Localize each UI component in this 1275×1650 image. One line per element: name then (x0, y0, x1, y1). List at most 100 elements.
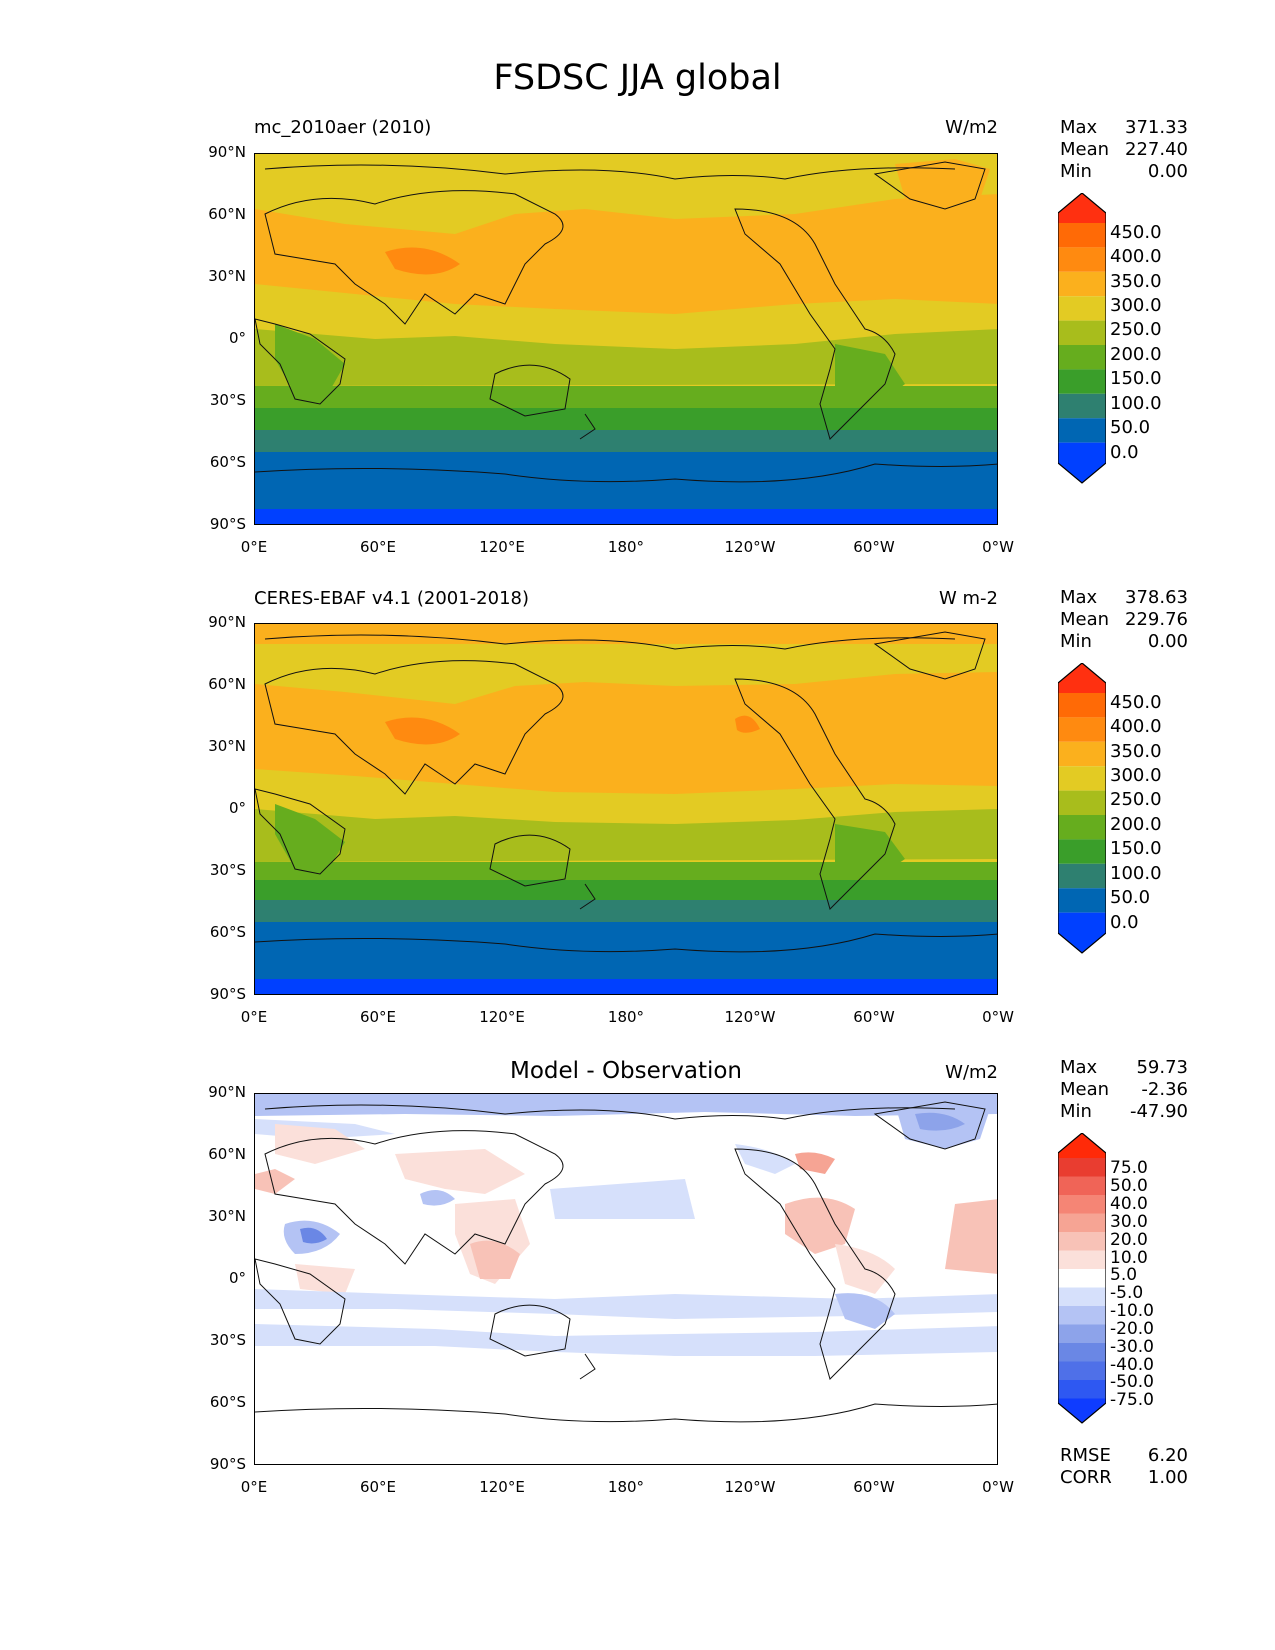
colorbar-label: 300.0 (1110, 295, 1162, 316)
xtick: 60°W (853, 1478, 895, 1496)
xtick: 60°W (853, 1008, 895, 1026)
stat-mean: -2.36 (1141, 1079, 1188, 1100)
ytick: 90°N (208, 143, 246, 161)
stat-min: 0.00 (1147, 631, 1188, 652)
xtick: 0°E (240, 1478, 268, 1496)
difference-map-field (255, 1094, 997, 1464)
xtick: 120°E (479, 1478, 525, 1496)
coastlines (255, 161, 997, 483)
colorbar-label: 450.0 (1110, 692, 1162, 713)
colorbar-label: 50.0 (1110, 887, 1151, 908)
colorbar-label: 75.0 (1110, 1158, 1148, 1178)
colorbar-label: -30.0 (1110, 1337, 1154, 1357)
colorbar-label: 100.0 (1110, 393, 1162, 414)
corr-label: CORR (1060, 1467, 1112, 1488)
ytick: 60°S (209, 1393, 246, 1411)
colorbar-label: -20.0 (1110, 1319, 1154, 1339)
ytick: 90°S (209, 515, 246, 533)
observation-map (254, 623, 998, 995)
ytick: 60°N (208, 1145, 246, 1163)
coastlines (255, 1101, 997, 1423)
model-map (254, 153, 998, 525)
colorbar-label: 0.0 (1110, 442, 1139, 463)
xtick: 120°W (724, 538, 776, 556)
ytick: 0° (228, 799, 246, 817)
stat-min-label: Min (1060, 631, 1092, 652)
rmse-label: RMSE (1060, 1445, 1111, 1466)
colorbar-label: 200.0 (1110, 814, 1162, 835)
ytick: 30°S (209, 391, 246, 409)
xtick: 0°W (982, 538, 1014, 556)
rmse-value: 6.20 (1147, 1445, 1188, 1466)
observation-map-field (255, 624, 997, 994)
panel-title: CERES-EBAF v4.1 (2001-2018) (254, 588, 530, 609)
xtick: 180° (607, 538, 645, 556)
stat-max: 378.63 (1125, 587, 1188, 608)
colorbar-label: 350.0 (1110, 741, 1162, 762)
ytick: 60°S (209, 923, 246, 941)
xtick: 180° (607, 1008, 645, 1026)
stat-mean-label: Mean (1060, 139, 1110, 160)
stat-max: 59.73 (1136, 1057, 1188, 1078)
colorbar-label: 450.0 (1110, 222, 1162, 243)
xtick: 0°W (982, 1478, 1014, 1496)
xtick: 60°E (359, 1478, 397, 1496)
ytick: 30°S (209, 861, 246, 879)
stat-max: 371.33 (1125, 117, 1188, 138)
colorbar-label: -40.0 (1110, 1355, 1154, 1375)
units-label: W/m2 (945, 1062, 998, 1083)
units-label: W m-2 (938, 588, 998, 609)
xtick: 60°E (359, 538, 397, 556)
ytick: 60°N (208, 675, 246, 693)
colorbar-label: 40.0 (1110, 1194, 1148, 1214)
ytick: 90°N (208, 1083, 246, 1101)
stat-mean: 229.76 (1125, 609, 1188, 630)
stat-min: -47.90 (1129, 1101, 1188, 1122)
colorbar-label: -50.0 (1110, 1372, 1154, 1392)
xtick: 120°W (724, 1008, 776, 1026)
stat-min-label: Min (1060, 161, 1092, 182)
xtick: 0°W (982, 1008, 1014, 1026)
stat-max-label: Max (1060, 587, 1098, 608)
colorbar-label: 400.0 (1110, 716, 1162, 737)
ytick: 90°S (209, 1455, 246, 1473)
stats-box: Max 371.33 Mean 227.40 Min 0.00 (1060, 117, 1188, 183)
stat-mean-label: Mean (1060, 609, 1110, 630)
xtick: 0°E (240, 1008, 268, 1026)
difference-map (254, 1093, 998, 1465)
colorbar-label: 200.0 (1110, 344, 1162, 365)
colorbar-label: 350.0 (1110, 271, 1162, 292)
ytick: 0° (228, 329, 246, 347)
colorbar-label: 150.0 (1110, 368, 1162, 389)
ytick: 30°S (209, 1331, 246, 1349)
colorbar-label: 0.0 (1110, 912, 1139, 933)
ytick: 0° (228, 1269, 246, 1287)
xtick: 60°W (853, 538, 895, 556)
model-map-field (255, 154, 997, 524)
colorbar (1058, 663, 1106, 954)
colorbar-label: 250.0 (1110, 319, 1162, 340)
colorbar (1058, 1133, 1106, 1424)
ytick: 30°N (208, 267, 246, 285)
ytick: 30°N (208, 1207, 246, 1225)
coastlines (255, 631, 997, 953)
panel-title: Model - Observation (509, 1058, 743, 1084)
colorbar-label: 5.0 (1110, 1265, 1138, 1285)
corr-value: 1.00 (1147, 1467, 1188, 1488)
metrics-box: RMSE 6.20 CORR 1.00 (1060, 1445, 1188, 1489)
xtick: 60°E (359, 1008, 397, 1026)
xtick: 180° (607, 1478, 645, 1496)
colorbar (1058, 193, 1106, 484)
stat-mean: 227.40 (1125, 139, 1188, 160)
colorbar-label: -5.0 (1110, 1283, 1144, 1303)
colorbar-label: 20.0 (1110, 1230, 1148, 1250)
colorbar-label: 300.0 (1110, 765, 1162, 786)
stat-max-label: Max (1060, 1057, 1098, 1078)
colorbar-label: 400.0 (1110, 246, 1162, 267)
colorbar-label: -75.0 (1110, 1390, 1154, 1410)
colorbar-label: 150.0 (1110, 838, 1162, 859)
page-title: FSDSC JJA global (493, 58, 782, 98)
stat-min: 0.00 (1147, 161, 1188, 182)
stats-box: Max 59.73 Mean -2.36 Min -47.90 (1060, 1057, 1188, 1123)
colorbar-label: 10.0 (1110, 1248, 1148, 1268)
